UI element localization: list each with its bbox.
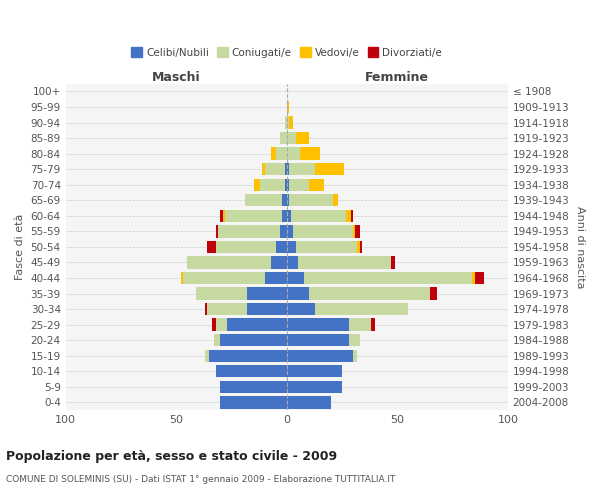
Bar [287,148,300,160]
Bar [284,163,287,175]
Bar [275,148,287,160]
Y-axis label: Anni di nascita: Anni di nascita [575,206,585,288]
Bar [287,210,291,222]
Bar [205,303,207,316]
Bar [353,225,355,237]
Bar [353,350,358,362]
Bar [358,240,360,253]
Text: Maschi: Maschi [152,70,200,84]
Bar [298,256,391,268]
Text: Femmine: Femmine [365,70,429,84]
Bar [296,132,309,144]
Bar [284,178,287,191]
Bar [287,116,289,129]
Bar [265,163,284,175]
Bar [245,194,283,206]
Bar [430,288,437,300]
Bar [181,272,183,284]
Bar [289,163,316,175]
Bar [280,132,287,144]
Bar [287,272,304,284]
Bar [287,163,289,175]
Bar [309,178,325,191]
Bar [287,178,289,191]
Bar [351,210,353,222]
Bar [472,272,475,284]
Bar [216,365,287,378]
Bar [218,225,280,237]
Bar [262,163,265,175]
Bar [287,240,296,253]
Bar [287,318,349,331]
Text: Popolazione per età, sesso e stato civile - 2009: Popolazione per età, sesso e stato civil… [6,450,337,463]
Bar [346,210,351,222]
Bar [196,288,247,300]
Bar [289,178,309,191]
Y-axis label: Fasce di età: Fasce di età [15,214,25,280]
Bar [254,178,260,191]
Bar [220,380,287,393]
Bar [349,334,360,346]
Bar [287,225,293,237]
Bar [287,350,353,362]
Bar [287,365,342,378]
Bar [275,240,287,253]
Bar [289,194,333,206]
Bar [216,225,218,237]
Bar [265,272,287,284]
Bar [216,318,227,331]
Bar [283,210,287,222]
Bar [316,163,344,175]
Bar [304,272,472,284]
Bar [220,334,287,346]
Bar [183,272,265,284]
Bar [271,148,275,160]
Bar [291,210,346,222]
Bar [287,303,316,316]
Bar [287,334,349,346]
Bar [280,225,287,237]
Bar [293,225,353,237]
Bar [247,288,287,300]
Bar [309,288,430,300]
Bar [287,396,331,408]
Bar [300,148,320,160]
Bar [207,240,216,253]
Bar [227,318,287,331]
Bar [287,132,296,144]
Bar [207,303,247,316]
Bar [225,210,283,222]
Bar [187,256,271,268]
Bar [316,303,409,316]
Bar [214,334,220,346]
Bar [287,380,342,393]
Bar [475,272,484,284]
Bar [371,318,375,331]
Bar [216,240,275,253]
Bar [287,288,309,300]
Bar [223,210,225,222]
Bar [271,256,287,268]
Bar [360,240,362,253]
Bar [260,178,284,191]
Bar [284,116,287,129]
Bar [349,318,371,331]
Bar [289,116,293,129]
Bar [220,396,287,408]
Bar [247,303,287,316]
Legend: Celibi/Nubili, Coniugati/e, Vedovi/e, Divorziati/e: Celibi/Nubili, Coniugati/e, Vedovi/e, Di… [127,43,446,62]
Bar [333,194,338,206]
Bar [287,256,298,268]
Bar [287,194,289,206]
Text: COMUNE DI SOLEMINIS (SU) - Dati ISTAT 1° gennaio 2009 - Elaborazione TUTTITALIA.: COMUNE DI SOLEMINIS (SU) - Dati ISTAT 1°… [6,475,395,484]
Bar [391,256,395,268]
Bar [287,101,289,113]
Bar [355,225,360,237]
Bar [220,210,223,222]
Bar [296,240,358,253]
Bar [209,350,287,362]
Bar [205,350,209,362]
Bar [283,194,287,206]
Bar [212,318,216,331]
